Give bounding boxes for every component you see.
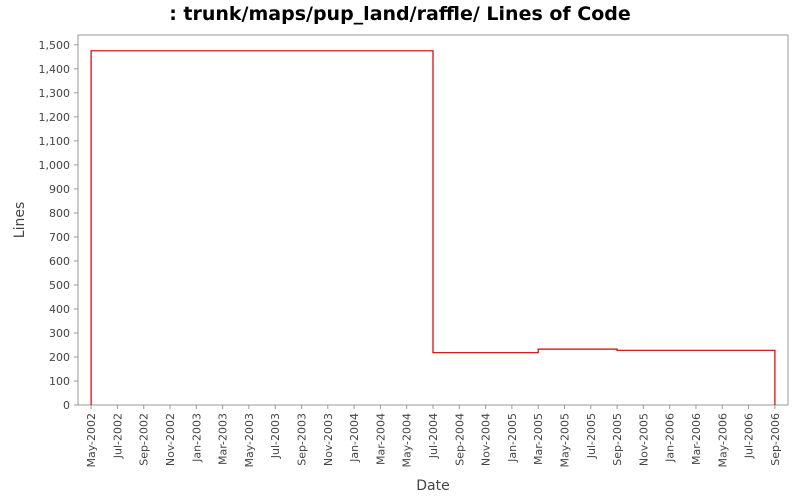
- data-line: [90, 50, 776, 405]
- x-tick-label: May-2005: [558, 413, 571, 468]
- x-tick-label: May-2006: [716, 413, 729, 468]
- x-tick-label: Jul-2004: [427, 413, 440, 459]
- x-axis-label: Date: [416, 478, 449, 494]
- x-tick-label: Jul-2003: [269, 413, 282, 459]
- y-tick-label: 1,200: [39, 111, 71, 124]
- y-tick-label: 400: [49, 303, 70, 316]
- chart-title: : trunk/maps/pup_land/raffle/ Lines of C…: [169, 3, 631, 25]
- x-tick-label: Sep-2005: [611, 413, 624, 466]
- x-tick-label: Sep-2002: [138, 413, 151, 466]
- x-tick-label: Sep-2003: [296, 413, 309, 466]
- y-tick-label: 1,100: [39, 135, 71, 148]
- x-tick-label: Nov-2002: [164, 413, 177, 466]
- x-tick-label: Sep-2006: [769, 413, 782, 466]
- x-tick-label: Mar-2006: [690, 413, 703, 465]
- x-tick-label: Jan-2004: [348, 413, 361, 463]
- x-tick-label: Jan-2005: [506, 413, 519, 463]
- x-tick-label: May-2003: [243, 413, 256, 468]
- y-tick-label: 500: [49, 279, 70, 292]
- x-tick-label: Mar-2004: [374, 413, 387, 465]
- x-tick-label: May-2002: [85, 413, 98, 468]
- y-tick-label: 100: [49, 375, 70, 388]
- x-tick-label: Mar-2003: [217, 413, 230, 465]
- x-tick-label: Jan-2006: [664, 413, 677, 463]
- y-tick-label: 1,000: [39, 159, 71, 172]
- x-tick-label: Jul-2005: [585, 413, 598, 459]
- x-tick-label: Jan-2003: [190, 413, 203, 463]
- y-tick-label: 1,500: [39, 39, 71, 52]
- x-tick-label: Mar-2005: [532, 413, 545, 465]
- y-tick-label: 700: [49, 231, 70, 244]
- y-tick-label: 600: [49, 255, 70, 268]
- x-tick-label: Nov-2004: [480, 413, 493, 466]
- y-tick-label: 200: [49, 351, 70, 364]
- x-tick-label: Jul-2002: [111, 413, 124, 459]
- x-tick-label: Nov-2003: [322, 413, 335, 466]
- y-tick-label: 1,400: [39, 63, 71, 76]
- y-axis-label: Lines: [12, 202, 28, 238]
- y-tick-label: 900: [49, 183, 70, 196]
- x-tick-label: Sep-2004: [453, 413, 466, 466]
- x-tick-label: Nov-2005: [637, 413, 650, 466]
- y-tick-label: 0: [63, 399, 70, 412]
- x-tick-label: Jul-2006: [743, 413, 756, 459]
- y-tick-label: 1,300: [39, 87, 71, 100]
- y-tick-label: 800: [49, 207, 70, 220]
- y-tick-label: 300: [49, 327, 70, 340]
- x-tick-label: May-2004: [401, 413, 414, 468]
